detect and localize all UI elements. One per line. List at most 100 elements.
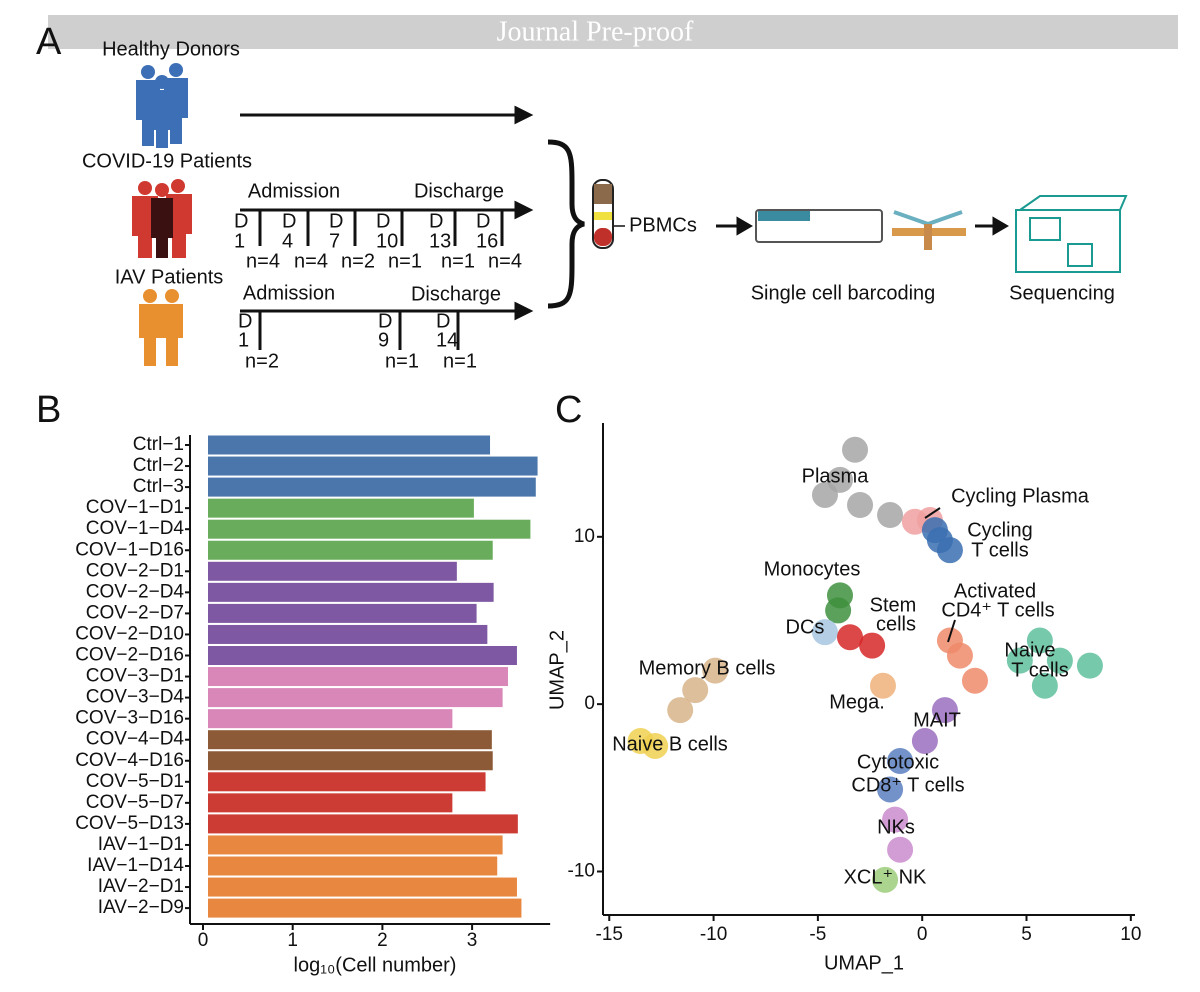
cell-cluster-point [921, 517, 948, 544]
day: 14 [436, 329, 458, 351]
cluster-label: T cells [971, 539, 1028, 561]
sample-count: n=1 [385, 350, 419, 372]
sample-count: n=2 [341, 250, 375, 272]
x-tick-label: 10 [1120, 924, 1141, 945]
bar [208, 582, 494, 602]
bar [208, 877, 517, 897]
timeline-label: Admission [248, 180, 340, 202]
cell-cluster-point [1031, 672, 1058, 699]
cell-cluster-point [1026, 627, 1053, 654]
cell-cluster-point [811, 619, 838, 646]
bar [208, 667, 508, 687]
panel-label: A [36, 21, 62, 63]
y-tick-label: IAV−1−D1 [98, 834, 184, 855]
group-label: Healthy Donors [102, 38, 240, 60]
leader-line [947, 619, 956, 643]
bar [208, 624, 488, 644]
sample-count: n=1 [443, 350, 477, 372]
arrows [240, 105, 1009, 321]
cell-cluster-point [887, 748, 914, 775]
y-tick-label: COV−1−D16 [75, 539, 184, 560]
cell-cluster-point [869, 672, 896, 699]
cluster-label: Mega. [829, 691, 885, 713]
timeline-label: Discharge [414, 180, 504, 202]
bar [208, 709, 453, 729]
cell-cluster-point [842, 436, 869, 463]
y-tick-label: IAV−2−D9 [98, 897, 184, 918]
y-tick-label: COV−1−D4 [86, 518, 185, 539]
x-axis-title: log₁₀(Cell number) [294, 954, 457, 976]
panel-label: C [555, 389, 582, 431]
x-tick-label: 2 [377, 930, 388, 951]
cell-cluster-point [931, 697, 958, 724]
x-axis-title: UMAP_1 [824, 952, 904, 974]
cell-cluster-point [887, 836, 914, 863]
bar [208, 561, 457, 581]
x-tick-label: 0 [198, 930, 209, 951]
y-tick-label: COV−5−D7 [86, 792, 184, 813]
cluster-label: MAIT [913, 709, 961, 731]
cell-cluster-point [682, 677, 709, 704]
bar [208, 898, 522, 918]
y-tick-label: COV−3−D1 [86, 666, 184, 687]
cluster-label: Cytotoxic [857, 751, 939, 773]
y-tick-label: COV−2−D1 [86, 560, 184, 581]
x-tick-label: 3 [467, 930, 478, 951]
watermark: Journal Pre-proof [497, 16, 694, 47]
cell-cluster-point [936, 627, 963, 654]
day-prefix: D [282, 210, 296, 232]
sample-count: n=1 [441, 250, 475, 272]
x-tick-label: 5 [1021, 924, 1032, 945]
y-tick-label: Ctrl−1 [133, 434, 184, 455]
bar [208, 498, 474, 518]
cell-cluster-point [936, 537, 963, 564]
cluster-label: NKs [877, 816, 915, 838]
cluster-label: Monocytes [764, 558, 861, 580]
y-tick-label: 0 [584, 693, 595, 714]
day-prefix: D [476, 210, 490, 232]
cell-cluster-point [642, 732, 669, 759]
bar [208, 793, 453, 813]
y-tick-label: COV−4−D4 [86, 729, 185, 750]
people-icon [139, 289, 183, 366]
bar [208, 730, 492, 750]
day-prefix: D [329, 210, 343, 232]
day-prefix: D [378, 310, 392, 332]
y-tick-label: COV−2−D10 [75, 623, 184, 644]
cluster-label: Stem [870, 594, 917, 616]
cell-cluster-point [1076, 652, 1103, 679]
cell-cluster-point [825, 597, 852, 624]
timeline-label: Admission [243, 282, 335, 304]
panel-label: B [36, 389, 61, 431]
y-tick-label: IAV−2−D1 [98, 876, 184, 897]
cell-cluster-point [911, 727, 938, 754]
day: 9 [378, 329, 389, 351]
bar [208, 540, 493, 560]
bar [208, 772, 486, 792]
people-icon [132, 179, 192, 258]
x-tick-label: -5 [809, 924, 826, 945]
timelines: Admission Discharge Admission Discharge [243, 180, 504, 305]
cell-cluster-point [811, 481, 838, 508]
cell-cluster-point [702, 657, 729, 684]
cluster-label: Memory B cells [639, 657, 776, 679]
day: 10 [376, 230, 398, 252]
cell-cluster-point [961, 667, 988, 694]
y-tick-label: COV−3−D16 [75, 708, 184, 729]
cluster-label: Naive B cells [612, 733, 728, 755]
cluster-label: Plasma [802, 465, 870, 487]
step-label: Sequencing [1009, 282, 1115, 304]
cell-cluster-point [1046, 647, 1073, 674]
y-tick-label: COV−3−D4 [86, 687, 185, 708]
bar [208, 688, 503, 708]
group-label: COVID-19 Patients [82, 150, 252, 172]
cell-cluster-point [837, 624, 864, 651]
y-tick-label: COV−2−D4 [86, 581, 185, 602]
day-prefix: D [234, 210, 248, 232]
y-tick-label: Ctrl−2 [133, 455, 184, 476]
bar [208, 646, 517, 665]
cluster-label: CD4⁺ T cells [941, 599, 1054, 621]
y-tick-label: COV−5−D1 [86, 771, 184, 792]
y-axis-title: UMAP_2 [546, 630, 568, 710]
sequencer [1015, 195, 1128, 273]
